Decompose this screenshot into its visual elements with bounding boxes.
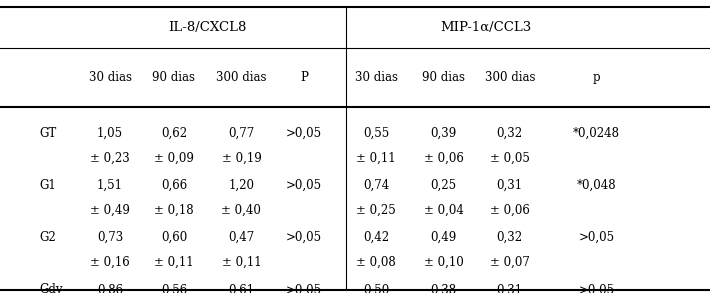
Text: 1,20: 1,20 bbox=[229, 179, 254, 192]
Text: ± 0,06: ± 0,06 bbox=[424, 152, 464, 165]
Text: P: P bbox=[300, 71, 308, 84]
Text: 0,49: 0,49 bbox=[431, 231, 457, 244]
Text: 0,60: 0,60 bbox=[161, 231, 187, 244]
Text: G2: G2 bbox=[39, 231, 56, 244]
Text: *0,0248: *0,0248 bbox=[573, 127, 620, 140]
Text: ± 0,04: ± 0,04 bbox=[424, 204, 464, 217]
Text: GT: GT bbox=[39, 127, 56, 140]
Text: 90 dias: 90 dias bbox=[422, 71, 465, 84]
Text: 0,32: 0,32 bbox=[497, 231, 523, 244]
Text: ± 0,23: ± 0,23 bbox=[90, 152, 130, 165]
Text: ± 0,40: ± 0,40 bbox=[222, 204, 261, 217]
Text: ± 0,11: ± 0,11 bbox=[154, 256, 194, 269]
Text: 0,56: 0,56 bbox=[161, 283, 187, 293]
Text: 300 dias: 300 dias bbox=[484, 71, 535, 84]
Text: 1,51: 1,51 bbox=[97, 179, 123, 192]
Text: >0,05: >0,05 bbox=[286, 283, 322, 293]
Text: 0,62: 0,62 bbox=[161, 127, 187, 140]
Text: 0,73: 0,73 bbox=[97, 231, 123, 244]
Text: ± 0,09: ± 0,09 bbox=[154, 152, 194, 165]
Text: 0,55: 0,55 bbox=[364, 127, 389, 140]
Text: 0,61: 0,61 bbox=[229, 283, 254, 293]
Text: MIP-1α/CCL3: MIP-1α/CCL3 bbox=[441, 21, 532, 34]
Text: ± 0,05: ± 0,05 bbox=[490, 152, 530, 165]
Text: 0,32: 0,32 bbox=[497, 127, 523, 140]
Text: 0,31: 0,31 bbox=[497, 179, 523, 192]
Text: >0,05: >0,05 bbox=[579, 231, 614, 244]
Text: IL-8/CXCL8: IL-8/CXCL8 bbox=[168, 21, 246, 34]
Text: >0,05: >0,05 bbox=[286, 231, 322, 244]
Text: ± 0,19: ± 0,19 bbox=[222, 152, 261, 165]
Text: 30 dias: 30 dias bbox=[355, 71, 398, 84]
Text: ± 0,11: ± 0,11 bbox=[222, 256, 261, 269]
Text: 1,05: 1,05 bbox=[97, 127, 123, 140]
Text: 300 dias: 300 dias bbox=[216, 71, 267, 84]
Text: Gdv: Gdv bbox=[39, 283, 62, 293]
Text: ± 0,11: ± 0,11 bbox=[356, 152, 396, 165]
Text: ± 0,16: ± 0,16 bbox=[90, 256, 130, 269]
Text: 0,66: 0,66 bbox=[161, 179, 187, 192]
Text: ± 0,08: ± 0,08 bbox=[356, 256, 396, 269]
Text: >0,05: >0,05 bbox=[286, 127, 322, 140]
Text: 0,38: 0,38 bbox=[431, 283, 457, 293]
Text: >0,05: >0,05 bbox=[579, 283, 614, 293]
Text: p: p bbox=[593, 71, 600, 84]
Text: *0,048: *0,048 bbox=[577, 179, 616, 192]
Text: 0,47: 0,47 bbox=[229, 231, 254, 244]
Text: 90 dias: 90 dias bbox=[153, 71, 195, 84]
Text: ± 0,06: ± 0,06 bbox=[490, 204, 530, 217]
Text: ± 0,25: ± 0,25 bbox=[356, 204, 396, 217]
Text: 0,31: 0,31 bbox=[497, 283, 523, 293]
Text: ± 0,10: ± 0,10 bbox=[424, 256, 464, 269]
Text: 30 dias: 30 dias bbox=[89, 71, 131, 84]
Text: 0,39: 0,39 bbox=[431, 127, 457, 140]
Text: 0,77: 0,77 bbox=[229, 127, 254, 140]
Text: G1: G1 bbox=[39, 179, 56, 192]
Text: ± 0,07: ± 0,07 bbox=[490, 256, 530, 269]
Text: ± 0,49: ± 0,49 bbox=[90, 204, 130, 217]
Text: 0,25: 0,25 bbox=[431, 179, 457, 192]
Text: 0,86: 0,86 bbox=[97, 283, 123, 293]
Text: 0,74: 0,74 bbox=[364, 179, 389, 192]
Text: ± 0,18: ± 0,18 bbox=[154, 204, 194, 217]
Text: >0,05: >0,05 bbox=[286, 179, 322, 192]
Text: 0,50: 0,50 bbox=[364, 283, 389, 293]
Text: 0,42: 0,42 bbox=[364, 231, 389, 244]
